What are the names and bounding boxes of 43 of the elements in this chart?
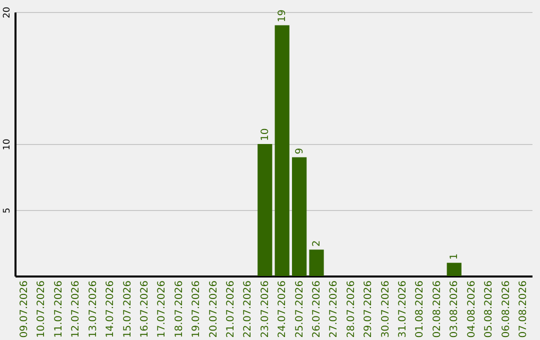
y-tick-label: 5 <box>2 208 12 214</box>
x-tick-label: 27.07.2026 <box>328 280 340 338</box>
data-label: 9 <box>294 148 306 154</box>
data-label: 1 <box>449 253 460 260</box>
x-tick-label: 10.07.2026 <box>36 280 48 338</box>
x-tick-label: 23.07.2026 <box>260 280 271 338</box>
x-tick-label: 24.07.2026 <box>277 280 288 338</box>
y-tick-label: 10 <box>2 138 12 150</box>
x-tick-label: 02.08.2026 <box>432 280 443 338</box>
x-tick-label: 26.07.2026 <box>312 280 323 338</box>
x-tick-label: 16.07.2026 <box>139 280 150 338</box>
x-tick-label: 03.08.2026 <box>449 280 460 338</box>
x-tick-label: 30.07.2026 <box>380 280 392 338</box>
x-tick-label: 29.07.2026 <box>363 280 374 338</box>
x-tick-label: 21.07.2026 <box>225 280 236 338</box>
x-tick-label: 09.07.2026 <box>19 280 30 338</box>
x-tick-label: 14.07.2026 <box>105 280 116 338</box>
data-label: 19 <box>277 9 288 22</box>
x-tick-label: 07.08.2026 <box>518 280 529 338</box>
x-tick-label: 17.07.2026 <box>156 280 168 338</box>
data-label: 2 <box>312 240 323 247</box>
x-tick-label: 12.07.2026 <box>70 280 82 338</box>
bar <box>274 25 290 276</box>
bar <box>292 157 307 276</box>
x-tick-label: 25.07.2026 <box>294 280 306 338</box>
x-tick-label: 05.08.2026 <box>484 280 495 338</box>
x-tick-label: 22.07.2026 <box>242 280 254 338</box>
y-tick-label: 20 <box>2 6 12 18</box>
x-tick-label: 11.07.2026 <box>53 280 64 338</box>
bar <box>258 144 272 276</box>
x-tick-label: 20.07.2026 <box>208 280 220 338</box>
x-tick-label: 06.08.2026 <box>500 280 512 338</box>
x-tick-label: 01.08.2026 <box>414 280 426 338</box>
x-tick-label: 18.07.2026 <box>174 280 185 338</box>
x-tick-label: 04.08.2026 <box>466 280 478 338</box>
data-label: 10 <box>260 128 271 141</box>
bar <box>446 262 462 276</box>
x-tick-label: 19.07.2026 <box>191 280 202 338</box>
x-tick-label: 28.07.2026 <box>346 280 357 338</box>
x-tick-label: 15.07.2026 <box>122 280 134 338</box>
bar <box>309 250 324 276</box>
x-tick-label: 31.07.2026 <box>398 280 409 338</box>
x-tick-label: 13.07.2026 <box>88 280 99 338</box>
